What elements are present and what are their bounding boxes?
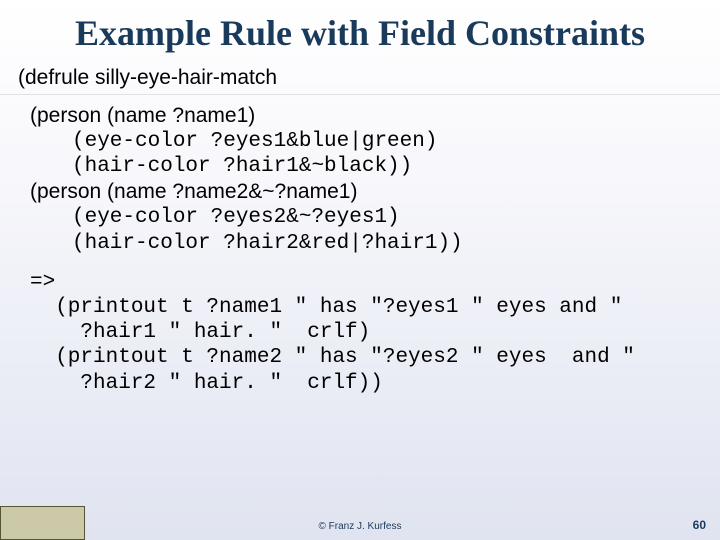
person2-open: (person (name ?name2&~?name1): [30, 179, 708, 205]
printout-2b: ?hair2 " hair. " crlf)): [30, 371, 708, 396]
eye-color-2: (eye-color ?eyes2&~?eyes1): [30, 205, 708, 230]
slide-title: Example Rule with Field Constraints: [0, 0, 720, 60]
eye-color-1: (eye-color ?eyes1&blue|green): [30, 129, 708, 154]
person1-open: (person (name ?name1): [30, 103, 708, 129]
hair-color-1: (hair-color ?hair1&~black)): [30, 154, 708, 179]
slide: Example Rule with Field Constraints (def…: [0, 0, 720, 540]
arrow: =>: [30, 270, 708, 295]
divider: [0, 94, 720, 95]
defrule-line: (defrule silly-eye-hair-match: [0, 60, 720, 92]
printout-2a: (printout t ?name2 " has "?eyes2 " eyes …: [30, 345, 708, 370]
printout-1b: ?hair1 " hair. " crlf): [30, 320, 708, 345]
hair-color-2: (hair-color ?hair2&red|?hair1)): [30, 231, 708, 256]
rhs-block: => (printout t ?name1 " has "?eyes1 " ey…: [30, 256, 708, 396]
rule-body: (person (name ?name1) (eye-color ?eyes1&…: [0, 97, 720, 396]
printout-1a: (printout t ?name1 " has "?eyes1 " eyes …: [30, 295, 708, 320]
page-number: 60: [693, 518, 706, 532]
copyright: © Franz J. Kurfess: [0, 521, 720, 532]
